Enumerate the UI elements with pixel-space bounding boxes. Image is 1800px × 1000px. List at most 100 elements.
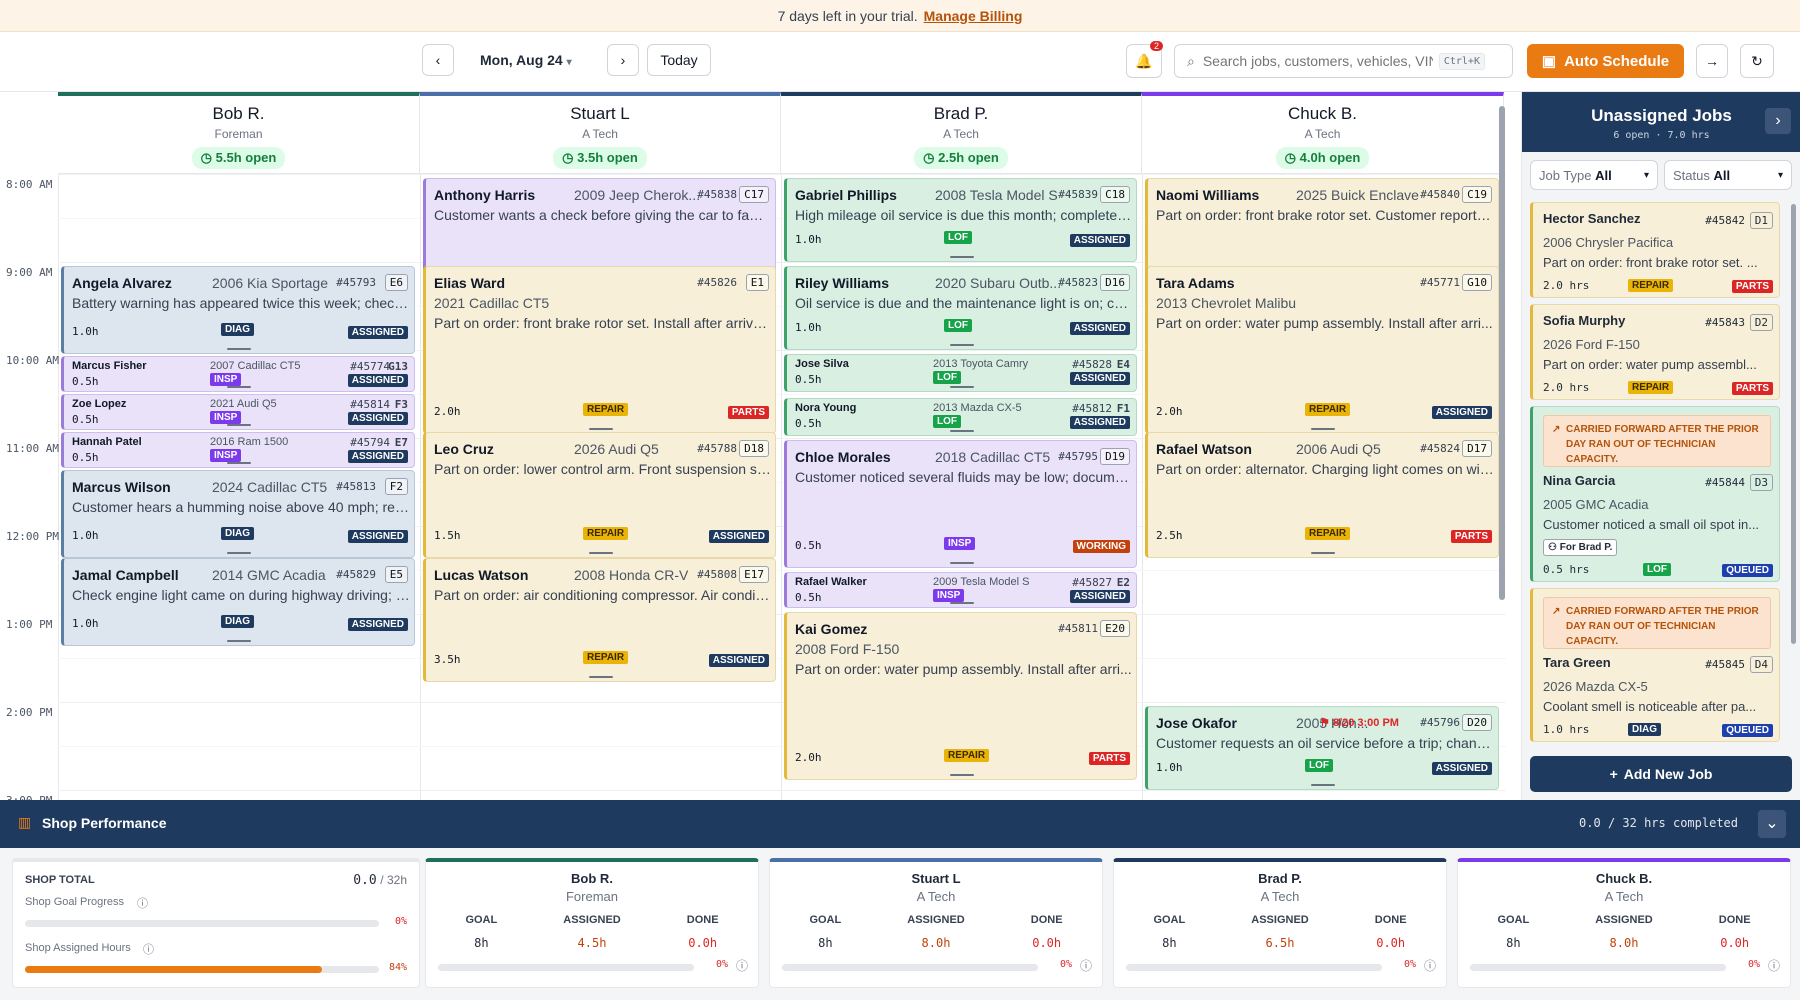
resize-handle[interactable] [1311,428,1335,430]
schedule-scrollbar[interactable] [1499,106,1505,600]
column-divider [781,174,782,800]
resize-handle[interactable] [227,386,251,388]
open-hours-badge: ◷ 3.5h open [553,147,647,169]
refresh-button[interactable]: ↻ [1740,44,1774,78]
job-card[interactable]: Marcus Wilson 2024 Cadillac CT5 #45813 F… [61,470,415,558]
resize-handle[interactable] [588,428,613,430]
tech-role: A Tech [916,889,956,904]
add-new-job-button[interactable]: + Add New Job [1530,756,1792,792]
manage-billing-link[interactable]: Manage Billing [923,7,1023,24]
job-status-badge: PARTS [1731,382,1773,395]
resize-handle[interactable] [949,774,974,776]
job-status-badge: PARTS [1731,280,1773,293]
shop-goal-pct: 0% [394,916,407,927]
info-icon[interactable]: ⓘ [1423,959,1436,973]
date-selector[interactable]: Mon, Aug 24 ▾ [480,52,572,68]
resize-handle[interactable] [1311,784,1335,786]
status-filter[interactable]: Status All ▾ [1664,160,1792,190]
unassigned-list[interactable]: Hector Sanchez #45842 D1 2006 Chrysler P… [1522,200,1800,750]
resize-handle[interactable] [949,602,974,604]
unassigned-job-card[interactable]: ↗ CARRIED FORWARD AFTER THE PRIOR DAY RAN… [1530,588,1780,742]
resize-handle[interactable] [588,676,613,678]
job-description: Customer noticed a small oil spot in... [1543,517,1760,532]
metric-headers: GOAL ASSIGNED DONE [770,914,1102,926]
resize-handle[interactable] [949,562,974,564]
bay-label: E20 [1100,620,1130,637]
job-id: #45795 [1058,450,1098,463]
auto-schedule-button[interactable]: ▣ Auto Schedule [1527,44,1684,78]
unassigned-job-card[interactable]: Hector Sanchez #45842 D1 2006 Chrysler P… [1530,202,1780,298]
job-card[interactable]: Jose Okafor 2005 Hon... ⚑ 8/20 3:00 PM #… [1145,706,1499,790]
assigned-header: ASSIGNED [1251,914,1309,926]
job-card[interactable]: Jamal Campbell 2014 GMC Acadia #45829 E5… [61,558,415,646]
forward-button[interactable]: → [1696,44,1728,78]
job-card[interactable]: Hannah Patel 2016 Ram 1500 #45794 E7 0.5… [61,432,415,468]
progress-pct: 0% [1059,959,1072,970]
today-button[interactable]: Today [647,44,711,76]
job-card[interactable]: Nora Young 2013 Mazda CX-5 #45812 F1 0.5… [784,398,1137,436]
resize-handle[interactable] [949,256,974,258]
vehicle: 2020 Subaru Outb... [935,275,1062,291]
resize-handle[interactable] [949,344,974,346]
resize-handle[interactable] [949,430,974,432]
job-hours: 1.0h [72,325,99,338]
job-card[interactable]: Angela Alvarez 2006 Kia Sportage #45793 … [61,266,415,354]
job-card[interactable]: Gabriel Phillips 2008 Tesla Model S #458… [784,178,1137,262]
chevron-right-icon: › [620,52,626,68]
job-status-badge: WORKING [1072,540,1130,553]
resize-handle[interactable] [1311,552,1335,554]
info-icon[interactable]: ⓘ [1079,959,1092,973]
job-card[interactable]: Marcus Fisher 2007 Cadillac CT5 #45774 G… [61,356,415,392]
job-hours: 2.5h [1156,529,1183,542]
job-card[interactable]: Kai Gomez 2008 Ford F-150 #45811 E20 Par… [784,612,1137,780]
performance-header[interactable]: ▥ Shop Performance 0.0 / 32 hrs complete… [0,800,1800,848]
collapse-panel-button[interactable]: › [1765,108,1791,134]
job-card[interactable]: Rafael Walker 2009 Tesla Model S #45827 … [784,572,1137,608]
bay-label: F3 [394,398,408,411]
time-label: 3:00 PM [6,794,52,800]
shop-goal-bar [25,920,379,927]
next-day-button[interactable]: › [607,44,639,76]
resize-handle[interactable] [227,348,251,350]
resize-handle[interactable] [949,386,974,388]
unassigned-job-card[interactable]: Sofia Murphy #45843 D2 2026 Ford F-150 P… [1530,304,1780,400]
date-label: Mon, Aug 24 [480,52,563,68]
job-status-badge: ASSIGNED [1431,762,1492,775]
scrollbar[interactable] [1791,204,1796,644]
metric-values: 8h 8.0h 0.0h [1458,936,1790,950]
job-card[interactable]: Chloe Morales 2018 Cadillac CT5 #45795 D… [784,440,1137,568]
info-icon[interactable]: ⓘ [143,944,154,956]
job-card[interactable]: Zoe Lopez 2021 Audi Q5 #45814 F3 0.5h IN… [61,394,415,430]
search-input[interactable] [1202,53,1433,69]
chevron-right-icon: › [1775,112,1781,129]
job-card[interactable]: Rafael Watson 2006 Audi Q5 #45824 D17 Pa… [1145,432,1499,558]
unassigned-job-card[interactable]: ↗ CARRIED FORWARD AFTER THE PRIOR DAY RAN… [1530,406,1780,582]
job-card[interactable]: Jose Silva 2013 Toyota Camry #45828 E4 0… [784,354,1137,392]
prev-day-button[interactable]: ‹ [422,44,454,76]
job-card[interactable]: Lucas Watson 2008 Honda CR-V #45808 E17 … [423,558,776,682]
job-hours: 2.0h [1156,405,1183,418]
resize-handle[interactable] [588,552,613,554]
job-type-filter[interactable]: Job Type All ▾ [1530,160,1658,190]
info-icon[interactable]: ⓘ [1767,959,1780,973]
resize-handle[interactable] [227,424,251,426]
job-card[interactable]: Elias Ward 2021 Cadillac CT5 #45826 E1 P… [423,266,776,434]
info-icon[interactable]: ⓘ [137,898,148,910]
job-card[interactable]: Riley Williams 2020 Subaru Outb... #4582… [784,266,1137,350]
job-type-tag: REPAIR [583,651,629,664]
shop-performance: ▥ Shop Performance 0.0 / 32 hrs complete… [0,800,1800,1000]
info-icon[interactable]: ⓘ [735,959,748,973]
customer-name: Leo Cruz [434,441,494,457]
shop-total-goal: / 32h [380,873,407,887]
job-hours: 1.0h [795,233,822,246]
job-card[interactable]: Leo Cruz 2026 Audi Q5 #45788 D18 Part on… [423,432,776,558]
notifications-button[interactable]: 🔔 2 [1126,41,1163,78]
resize-handle[interactable] [227,640,251,642]
job-description: Part on order: water pump assembly. Inst… [1156,315,1493,331]
job-card[interactable]: Tara Adams 2013 Chevrolet Malibu #45771 … [1145,266,1499,434]
collapse-performance-button[interactable]: ⌄ [1758,810,1786,838]
job-id: #45827 [1072,576,1112,589]
resize-handle[interactable] [227,552,251,554]
resize-handle[interactable] [227,462,251,464]
search-box[interactable]: ⌕ Ctrl+K [1174,44,1513,78]
